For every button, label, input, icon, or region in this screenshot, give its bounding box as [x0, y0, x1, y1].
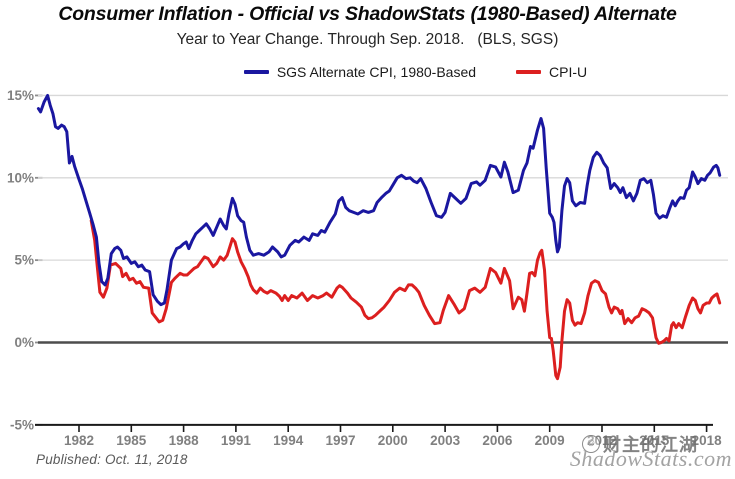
legend-label-cpiu: CPI-U: [549, 64, 588, 80]
x-axis-label: 1994: [273, 433, 304, 448]
y-axis-label: 0%: [14, 335, 34, 350]
y-axis-label: 10%: [7, 170, 34, 185]
x-axis-label: 2000: [378, 433, 408, 448]
published-note: Published: Oct. 11, 2018: [36, 452, 188, 467]
cpiu-line: [89, 219, 722, 381]
x-axis-label: 1991: [221, 433, 252, 448]
legend-label-sgs: SGS Alternate CPI, 1980-Based: [276, 64, 477, 80]
smiley-circle-icon: ☺: [582, 435, 600, 453]
x-axis-label: 2009: [535, 433, 565, 448]
legend-item-cpiu: CPI-U: [516, 64, 587, 80]
x-axis-label: 1988: [169, 433, 200, 448]
chart-title: Consumer Inflation - Official vs ShadowS…: [58, 3, 677, 25]
y-axis-label: -5%: [10, 417, 34, 432]
chart-legend: SGS Alternate CPI, 1980-Based CPI-U: [48, 62, 735, 82]
x-axis-label: 1982: [64, 433, 94, 448]
cn-watermark: ☺ 财主的江湖: [582, 433, 698, 456]
x-axis-label: 2015: [639, 433, 670, 448]
x-axis-label: 2006: [482, 433, 513, 448]
x-axis-label: 2018: [692, 433, 723, 448]
cn-watermark-text: 财主的江湖: [603, 435, 698, 456]
sgs-line-swatch-icon: [243, 70, 269, 74]
shadowstats-watermark: ShadowStats.com: [569, 446, 732, 471]
y-axis-label: 15%: [7, 88, 34, 103]
cpiu-line-swatch-icon: [516, 70, 542, 74]
sgs-alternate-line: [36, 94, 722, 307]
x-axis-label: 1985: [116, 433, 147, 448]
chart-subtitle: Year to Year Change. Through Sep. 2018. …: [176, 31, 559, 48]
x-axis-label: 2003: [430, 433, 461, 448]
x-axis-label: 1997: [325, 433, 355, 448]
legend-item-sgs: SGS Alternate CPI, 1980-Based: [243, 64, 477, 80]
y-axis-label: 5%: [14, 253, 34, 268]
